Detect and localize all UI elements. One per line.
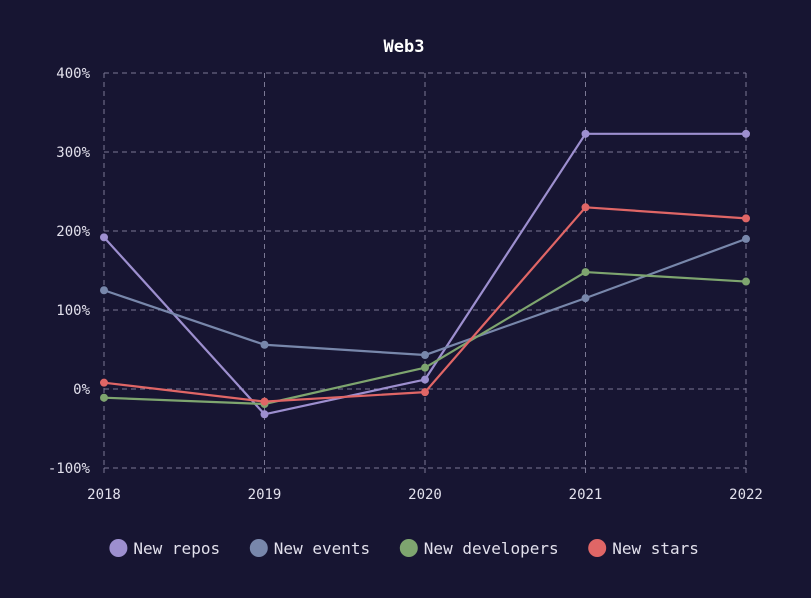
data-point [100, 393, 108, 402]
y-tick-label: -100% [48, 461, 91, 477]
data-point [742, 277, 750, 286]
data-point [260, 340, 269, 349]
legend-item[interactable]: New stars [588, 539, 699, 558]
data-point [742, 234, 750, 243]
x-tick-label: 2018 [87, 487, 121, 503]
legend-marker [109, 539, 128, 557]
series-new-stars [100, 203, 750, 406]
legend-marker [399, 539, 418, 557]
legend-label: New stars [612, 539, 699, 558]
data-point [742, 129, 750, 138]
data-point [260, 410, 269, 419]
data-point [421, 375, 429, 384]
data-point [260, 397, 269, 406]
data-point [742, 214, 750, 223]
y-axis: -100% 0% 100% 200% 300% 400% [48, 66, 91, 477]
x-tick-label: 2019 [248, 487, 282, 503]
legend-label: New events [274, 539, 370, 558]
data-point [581, 129, 590, 138]
series-new-repos [100, 129, 750, 419]
y-tick-label: 0% [73, 382, 90, 398]
legend-marker [588, 539, 607, 557]
data-point [421, 363, 429, 372]
legend-item[interactable]: New repos [109, 539, 220, 558]
data-point [100, 286, 108, 295]
legend-marker [249, 539, 268, 557]
x-tick-label: 2022 [729, 487, 763, 503]
legend-label: New developers [424, 539, 559, 558]
y-tick-label: 300% [56, 145, 90, 161]
x-axis: 2018 2019 2020 2021 2022 [87, 468, 763, 503]
grid [103, 72, 747, 469]
legend: New repos New events New developers New sta… [109, 539, 699, 558]
y-tick-label: 100% [56, 303, 90, 319]
chart-title: Web3 [384, 37, 425, 57]
data-point [100, 378, 108, 387]
data-point [581, 268, 590, 277]
legend-item[interactable]: New developers [399, 539, 559, 558]
data-point [421, 351, 429, 360]
legend-item[interactable]: New events [249, 539, 370, 558]
legend-label: New repos [133, 539, 220, 558]
x-tick-label: 2021 [569, 487, 603, 503]
y-tick-label: 400% [56, 66, 90, 82]
x-tick-label: 2020 [408, 487, 442, 503]
data-point [581, 294, 590, 303]
data-point [100, 233, 108, 242]
series-new-events [100, 234, 750, 360]
data-point [581, 203, 590, 212]
y-tick-label: 200% [56, 224, 90, 240]
series-group [100, 129, 750, 419]
data-point [421, 388, 429, 397]
